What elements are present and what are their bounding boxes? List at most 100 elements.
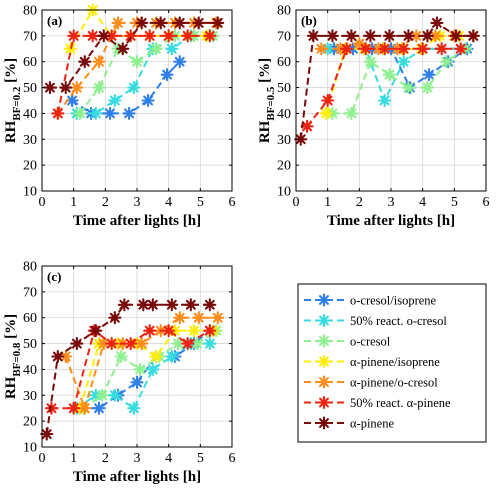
data-point bbox=[70, 337, 84, 351]
y-tick-label: 20 bbox=[23, 159, 37, 174]
data-point bbox=[165, 349, 179, 364]
y-tick-label: 10 bbox=[23, 441, 37, 456]
data-point bbox=[211, 16, 225, 30]
data-point bbox=[92, 55, 106, 69]
x-tick-label: 2 bbox=[102, 451, 109, 466]
data-point bbox=[165, 298, 179, 312]
y-tick-label: 70 bbox=[277, 29, 291, 44]
data-point bbox=[181, 337, 195, 351]
data-point bbox=[162, 29, 176, 43]
data-point bbox=[401, 29, 415, 43]
data-point bbox=[136, 298, 150, 312]
y-tick-label: 50 bbox=[23, 81, 37, 96]
x-tick-label: 4 bbox=[165, 451, 172, 466]
y-tick-label: 60 bbox=[23, 311, 37, 326]
data-point bbox=[124, 337, 138, 351]
x-tick-label: 1 bbox=[70, 451, 77, 466]
data-point bbox=[401, 81, 415, 95]
data-point bbox=[466, 29, 480, 43]
data-point bbox=[124, 29, 138, 43]
legend-label: o-cresol/isoprene bbox=[350, 294, 437, 308]
data-point bbox=[382, 68, 396, 82]
data-point bbox=[95, 388, 109, 402]
data-point bbox=[344, 29, 358, 43]
data-point bbox=[397, 55, 411, 69]
series-line bbox=[82, 329, 217, 410]
legend-marker bbox=[317, 293, 331, 307]
y-tick-label: 70 bbox=[23, 285, 37, 300]
data-point bbox=[363, 55, 377, 69]
y-tick-label: 70 bbox=[23, 29, 37, 44]
data-point bbox=[154, 16, 168, 30]
x-tick-label: 0 bbox=[293, 195, 300, 210]
legend-label: 50% react. α-pinene bbox=[350, 396, 451, 410]
data-point bbox=[340, 42, 354, 56]
x-tick-label: 2 bbox=[102, 195, 109, 210]
legend: o-cresol/isoprene 50% react. o-cresol o-cr… bbox=[297, 283, 487, 443]
data-point bbox=[435, 42, 449, 56]
data-point bbox=[203, 298, 217, 312]
data-point bbox=[108, 93, 122, 108]
data-point bbox=[130, 375, 144, 389]
data-point bbox=[78, 401, 92, 415]
data-point bbox=[135, 16, 149, 30]
data-point bbox=[117, 298, 131, 312]
y-tick-label: 80 bbox=[23, 260, 37, 275]
y-tick-label: 30 bbox=[277, 133, 291, 148]
chart-panel-a: 0 1 2 3 4 5 6 10 20 30 40 50 60 70 80 (a) Time after lig… bbox=[3, 3, 236, 229]
y-tick-label: 20 bbox=[23, 415, 37, 430]
x-tick-label: 1 bbox=[70, 195, 77, 210]
x-tick-label: 5 bbox=[451, 195, 458, 210]
data-point bbox=[73, 106, 87, 120]
y-tick-label: 30 bbox=[23, 389, 37, 404]
data-point bbox=[51, 349, 65, 364]
data-point bbox=[105, 337, 119, 351]
data-point bbox=[173, 55, 187, 69]
data-point bbox=[184, 298, 198, 312]
legend-marker bbox=[317, 354, 331, 369]
y-tick-label: 40 bbox=[23, 363, 37, 378]
x-axis-label: Time after lights [h] bbox=[73, 469, 201, 485]
chart-panel-c: 0 1 2 3 4 5 6 10 20 30 40 50 60 70 80 (c) Time after lig… bbox=[3, 260, 236, 486]
data-point bbox=[192, 311, 206, 325]
data-point bbox=[92, 81, 106, 95]
data-point bbox=[67, 29, 81, 43]
legend-marker bbox=[317, 375, 331, 389]
y-tick-label: 30 bbox=[23, 133, 37, 148]
data-point bbox=[439, 55, 453, 69]
legend-marker bbox=[317, 395, 331, 410]
data-point bbox=[416, 42, 430, 56]
y-axis-label: RHBF=0.2 [%] bbox=[3, 58, 23, 143]
y-axis-label: RHBF=0.8 [%] bbox=[3, 314, 23, 399]
data-point bbox=[59, 349, 73, 364]
data-point bbox=[92, 401, 106, 415]
data-point bbox=[165, 42, 179, 56]
data-point bbox=[211, 311, 225, 325]
data-point bbox=[141, 93, 155, 108]
data-point bbox=[78, 55, 92, 69]
data-point bbox=[40, 427, 54, 441]
x-tick-label: 5 bbox=[197, 451, 204, 466]
x-tick-label: 6 bbox=[483, 195, 490, 210]
y-tick-label: 60 bbox=[277, 55, 291, 70]
y-tick-label: 60 bbox=[23, 55, 37, 70]
x-axis-label: Time after lights [h] bbox=[73, 213, 201, 229]
y-axis-label: RHBF=0.5 [%] bbox=[257, 58, 277, 143]
x-tick-label: 6 bbox=[229, 451, 236, 466]
data-point bbox=[105, 29, 119, 43]
legend-label: 50% react. o-cresol bbox=[350, 314, 447, 328]
data-point bbox=[321, 93, 335, 108]
data-point bbox=[203, 337, 217, 351]
data-point bbox=[86, 29, 100, 43]
x-tick-label: 2 bbox=[356, 195, 363, 210]
data-point bbox=[108, 311, 122, 325]
data-point bbox=[173, 16, 187, 30]
data-point bbox=[149, 349, 163, 364]
data-point bbox=[192, 16, 206, 30]
data-point bbox=[294, 132, 308, 146]
y-tick-label: 80 bbox=[23, 4, 37, 19]
data-point bbox=[160, 68, 174, 82]
data-point bbox=[116, 42, 130, 56]
y-tick-label: 40 bbox=[277, 107, 291, 122]
data-point bbox=[314, 42, 328, 56]
